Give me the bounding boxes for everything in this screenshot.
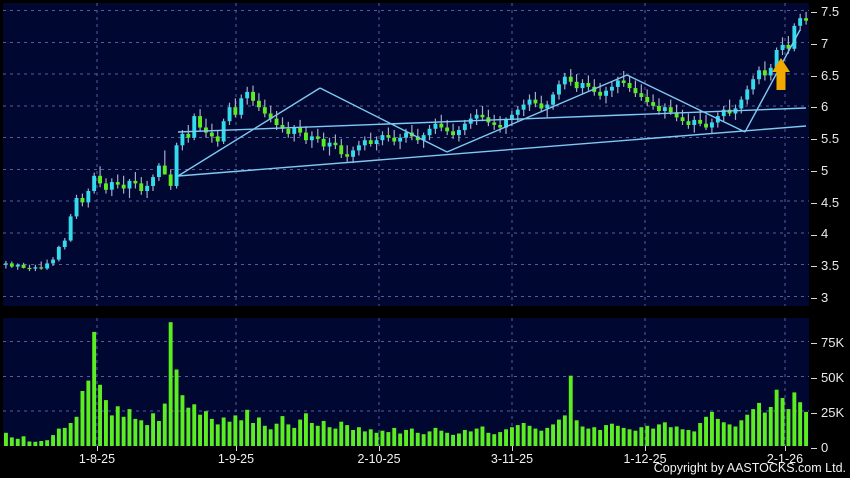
rising-wedge-up	[177, 87, 321, 177]
date-tick-label: 2-1-26	[766, 452, 804, 466]
price-tick-label: 6.5	[811, 68, 839, 83]
date-tick-mark	[236, 446, 237, 451]
volume-chart-canvas	[3, 318, 809, 446]
price-tick-label: 3.5	[811, 258, 839, 273]
price-tick-label: 5	[811, 163, 828, 178]
price-tick-label: 4.5	[811, 195, 839, 210]
breakout-rally-line	[744, 29, 801, 133]
date-tick-label: 3-11-25	[490, 452, 534, 466]
price-tick-label: 7	[811, 36, 828, 51]
breakout-up-arrow	[772, 58, 790, 90]
date-tick-mark	[97, 446, 98, 451]
falling-wedge-down	[319, 87, 448, 153]
date-tick-mark	[379, 446, 380, 451]
volume-series	[4, 322, 808, 446]
mid-rising-line	[446, 74, 628, 153]
price-tick-label: 5.5	[811, 131, 839, 146]
date-tick-mark	[785, 446, 786, 451]
volume-tick-label: 75K	[811, 335, 844, 350]
volume-tick-label: 0	[811, 440, 828, 455]
lower-support-long	[177, 125, 807, 177]
candle-series	[4, 11, 808, 272]
date-tick-label: 1-9-25	[217, 452, 255, 466]
date-tick-label: 1-12-25	[623, 452, 667, 466]
price-chart-panel[interactable]	[3, 3, 809, 306]
upper-resistance-long	[177, 107, 807, 133]
date-tick-mark	[645, 446, 646, 451]
price-tick-label: 3	[811, 290, 828, 305]
date-tick-mark	[512, 446, 513, 451]
mid-falling-line	[626, 74, 746, 133]
trendline-overlay	[177, 29, 807, 177]
volume-tick-label: 50K	[811, 370, 844, 385]
date-tick-label: 1-8-25	[78, 452, 116, 466]
price-tick-label: 4	[811, 226, 828, 241]
price-tick-label: 6	[811, 99, 828, 114]
volume-tick-label: 25K	[811, 405, 844, 420]
price-chart-canvas	[3, 3, 809, 306]
copyright-watermark: Copyright by AASTOCKS.com Ltd.	[653, 461, 846, 475]
price-tick-label: 7.5	[811, 4, 839, 19]
date-tick-label: 2-10-25	[357, 452, 401, 466]
volume-chart-panel[interactable]	[3, 318, 809, 446]
